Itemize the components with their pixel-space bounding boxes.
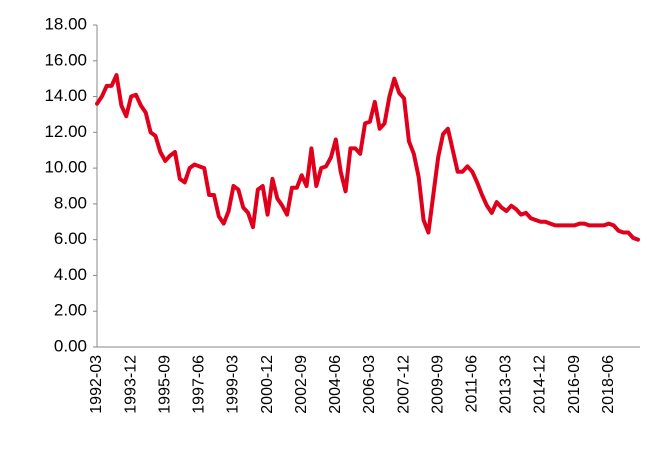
x-tick-label: 2009-09 xyxy=(429,355,446,414)
x-tick-label: 2004-06 xyxy=(327,355,344,414)
x-tick-label: 2006-03 xyxy=(361,355,378,414)
y-tick-label: 4.00 xyxy=(54,265,87,284)
x-tick-label: 1992-03 xyxy=(88,355,105,414)
x-tick-label: 2011-06 xyxy=(464,355,481,413)
x-tick-label: 1999-03 xyxy=(225,355,242,414)
x-tick-label: 1995-09 xyxy=(156,355,173,414)
data-line xyxy=(95,73,640,242)
x-tick-label: 2014-12 xyxy=(532,355,549,414)
y-tick-label: 10.00 xyxy=(44,158,87,177)
y-tick-label: 6.00 xyxy=(54,229,87,248)
x-tick-label: 2002-09 xyxy=(293,355,310,414)
y-tick-label: 0.00 xyxy=(54,336,87,355)
x-tick-label: 2013-03 xyxy=(498,355,515,414)
y-tick-label: 18.00 xyxy=(44,14,87,33)
y-tick-label: 8.00 xyxy=(54,193,87,212)
x-tick-label: 2000-12 xyxy=(259,355,276,414)
x-tick-label: 1997-06 xyxy=(191,355,208,414)
y-tick-label: 14.00 xyxy=(44,86,87,105)
x-tick-label: 2016-09 xyxy=(566,355,583,414)
y-tick-label: 12.00 xyxy=(44,122,87,141)
y-tick-label: 16.00 xyxy=(44,50,87,69)
y-tick-label: 2.00 xyxy=(54,301,87,320)
x-tick-label: 1993-12 xyxy=(122,355,139,414)
x-tick-label: 2007-12 xyxy=(395,355,412,414)
x-tick-label: 2018-06 xyxy=(600,355,617,414)
